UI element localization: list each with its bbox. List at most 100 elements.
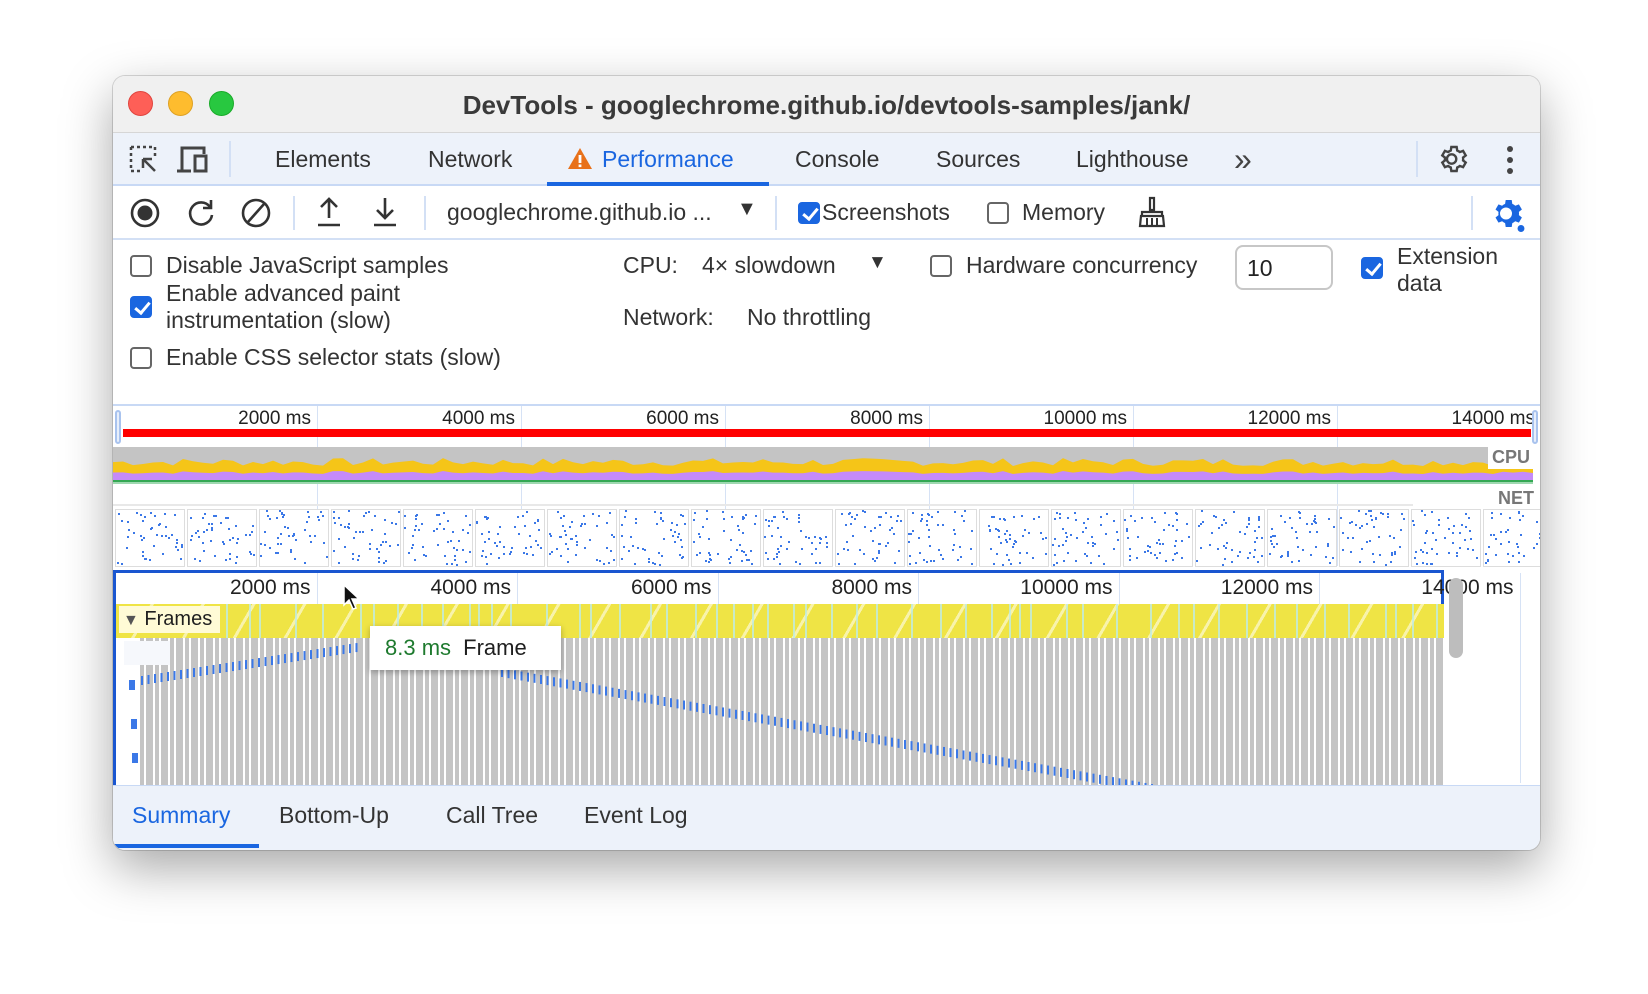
frame-bars xyxy=(116,638,1444,785)
marker xyxy=(199,667,202,677)
overview-left-handle[interactable] xyxy=(115,410,121,444)
screenshot-thumbnail[interactable] xyxy=(979,509,1049,567)
marker xyxy=(154,674,156,684)
marker xyxy=(316,649,319,659)
screenshot-thumbnail[interactable] xyxy=(1195,509,1265,567)
garbage-collect-broom-icon[interactable] xyxy=(1138,196,1166,228)
tab-event-log[interactable]: Event Log xyxy=(584,802,688,828)
settings-gear-icon[interactable] xyxy=(1438,143,1470,175)
memory-checkbox[interactable] xyxy=(987,202,1009,224)
reload-record-icon[interactable] xyxy=(186,198,216,228)
marker xyxy=(1118,778,1121,785)
frames-track[interactable] xyxy=(116,604,1444,638)
title-bar: DevTools - googlechrome.github.io/devtoo… xyxy=(113,76,1540,133)
timeline-overview[interactable]: 2000 ms 4000 ms 6000 ms 8000 ms 10000 ms 1200… xyxy=(113,404,1540,568)
upload-icon[interactable] xyxy=(315,196,343,228)
marker xyxy=(1073,770,1075,780)
marker xyxy=(141,676,143,685)
screenshot-thumbnail[interactable] xyxy=(1051,509,1121,567)
tab-performance[interactable]: Performance xyxy=(602,146,734,172)
tab-elements[interactable]: Elements xyxy=(275,146,371,172)
hardware-concurrency-label: Hardware concurrency xyxy=(966,252,1198,278)
marker xyxy=(1008,758,1010,768)
tab-summary[interactable]: Summary xyxy=(132,802,231,828)
time-tick-label: 14000 ms xyxy=(1451,408,1535,429)
marker xyxy=(884,736,887,746)
frame-boundary xyxy=(1065,604,1068,638)
screenshot-thumbnail[interactable] xyxy=(619,509,689,567)
time-tick-label: 4000 ms xyxy=(442,408,515,429)
screenshot-thumbnail[interactable] xyxy=(259,509,329,567)
screenshot-thumbnail[interactable] xyxy=(907,509,977,567)
tab-network[interactable]: Network xyxy=(428,146,513,172)
hardware-concurrency-input[interactable]: 10 xyxy=(1235,245,1333,290)
screenshot-thumbnail[interactable] xyxy=(115,509,185,567)
advanced-paint-checkbox[interactable] xyxy=(130,296,152,318)
collapse-triangle-icon[interactable]: ▼ xyxy=(123,612,139,629)
minimize-window-button[interactable] xyxy=(168,91,193,116)
screenshot-thumbnail[interactable] xyxy=(1483,509,1540,567)
screenshots-filmstrip[interactable] xyxy=(113,509,1540,567)
marker xyxy=(988,755,991,765)
screenshot-thumbnail[interactable] xyxy=(1123,509,1193,567)
tab-call-tree[interactable]: Call Tree xyxy=(446,802,539,828)
marker xyxy=(251,659,254,669)
overview-right-handle[interactable] xyxy=(1532,410,1538,444)
more-options-icon[interactable] xyxy=(1505,145,1515,175)
screenshot-thumbnail[interactable] xyxy=(1339,509,1409,567)
cpu-throttling-select[interactable]: 4× slowdown xyxy=(702,252,836,278)
marker xyxy=(238,661,241,671)
marker xyxy=(650,694,653,704)
clear-icon[interactable] xyxy=(241,198,271,228)
frames-track-header[interactable]: ▼ Frames xyxy=(119,606,221,633)
time-tick-label: 12000 ms xyxy=(1220,576,1313,599)
screenshot-thumbnail[interactable] xyxy=(835,509,905,567)
screenshot-thumbnail[interactable] xyxy=(403,509,473,567)
marker xyxy=(631,691,633,701)
tab-lighthouse[interactable]: Lighthouse xyxy=(1076,146,1189,172)
grid-line xyxy=(929,406,930,566)
screenshot-thumbnail[interactable] xyxy=(331,509,401,567)
tab-console[interactable]: Console xyxy=(795,146,880,172)
frame-boundary xyxy=(441,604,444,638)
tab-bottom-up[interactable]: Bottom-Up xyxy=(279,802,389,828)
time-tick-label: 8000 ms xyxy=(850,408,923,429)
page-selector-chevron-icon[interactable]: ▼ xyxy=(737,198,757,220)
more-tabs-button[interactable]: » xyxy=(1234,141,1252,177)
screenshot-thumbnail[interactable] xyxy=(1267,509,1337,567)
close-window-button[interactable] xyxy=(128,91,153,116)
record-icon[interactable] xyxy=(130,198,160,228)
timeline-flame-chart[interactable]: 2000 ms 4000 ms 6000 ms 8000 ms 10000 ms 1200… xyxy=(113,570,1521,785)
frame-boundary xyxy=(1082,604,1085,638)
screenshot-thumbnail[interactable] xyxy=(187,509,257,567)
disable-js-samples-checkbox[interactable] xyxy=(130,255,152,277)
marker xyxy=(1047,765,1049,775)
network-throttling-select[interactable]: No throttling xyxy=(747,304,872,330)
css-selector-stats-checkbox[interactable] xyxy=(130,347,152,369)
device-toolbar-icon[interactable] xyxy=(176,145,210,175)
marker xyxy=(715,706,718,716)
cpu-select-chevron-icon[interactable]: ▼ xyxy=(868,252,887,273)
frame-boundary xyxy=(964,604,967,638)
page-selector[interactable]: googlechrome.github.io ... xyxy=(447,199,712,225)
marker xyxy=(232,662,234,672)
screenshot-thumbnail[interactable] xyxy=(547,509,617,567)
marker xyxy=(618,688,620,698)
capture-settings-gear-icon[interactable] xyxy=(1491,197,1527,233)
screenshot-thumbnail[interactable] xyxy=(475,509,545,567)
maximize-window-button[interactable] xyxy=(209,91,234,116)
screenshot-thumbnail[interactable] xyxy=(763,509,833,567)
tab-sources[interactable]: Sources xyxy=(936,146,1021,172)
download-icon[interactable] xyxy=(371,196,399,228)
marker xyxy=(858,731,861,741)
marker xyxy=(1040,764,1043,774)
inspect-element-icon[interactable] xyxy=(129,145,161,175)
extension-data-checkbox[interactable] xyxy=(1361,257,1383,279)
screenshot-thumbnail[interactable] xyxy=(1411,509,1481,567)
screenshots-checkbox[interactable] xyxy=(798,202,820,224)
hardware-concurrency-checkbox[interactable] xyxy=(930,255,952,277)
advanced-paint-label-line1: Enable advanced paint xyxy=(166,280,401,306)
screenshot-thumbnail[interactable] xyxy=(691,509,761,567)
vertical-scrollbar[interactable] xyxy=(1449,578,1463,658)
marker xyxy=(826,726,828,736)
